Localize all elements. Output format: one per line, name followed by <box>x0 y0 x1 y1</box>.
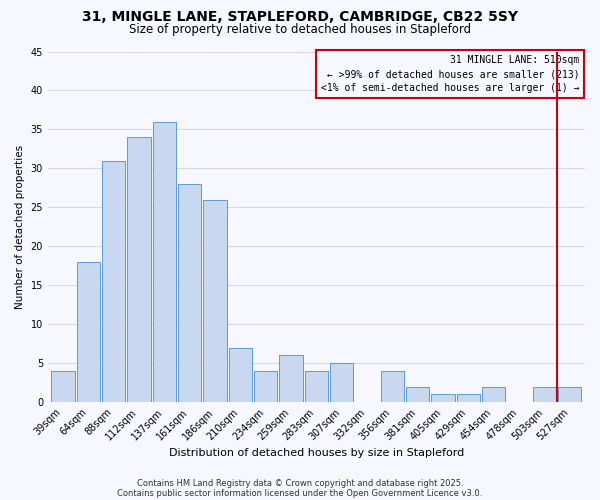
Bar <box>254 371 277 402</box>
Bar <box>305 371 328 402</box>
Text: 31 MINGLE LANE: 510sqm
← >99% of detached houses are smaller (213)
<1% of semi-d: 31 MINGLE LANE: 510sqm ← >99% of detache… <box>321 55 580 93</box>
Bar <box>127 137 151 402</box>
Bar <box>77 262 100 402</box>
Bar <box>102 160 125 402</box>
Bar <box>406 386 430 402</box>
Bar <box>203 200 227 402</box>
Bar <box>153 122 176 402</box>
Bar <box>558 386 581 402</box>
Bar <box>482 386 505 402</box>
X-axis label: Distribution of detached houses by size in Stapleford: Distribution of detached houses by size … <box>169 448 464 458</box>
Bar <box>457 394 480 402</box>
Text: Size of property relative to detached houses in Stapleford: Size of property relative to detached ho… <box>129 22 471 36</box>
Bar <box>381 371 404 402</box>
Text: 31, MINGLE LANE, STAPLEFORD, CAMBRIDGE, CB22 5SY: 31, MINGLE LANE, STAPLEFORD, CAMBRIDGE, … <box>82 10 518 24</box>
Text: Contains HM Land Registry data © Crown copyright and database right 2025.: Contains HM Land Registry data © Crown c… <box>137 478 463 488</box>
Bar <box>533 386 556 402</box>
Bar <box>280 356 303 402</box>
Bar <box>229 348 252 402</box>
Bar <box>431 394 455 402</box>
Bar <box>52 371 75 402</box>
Text: Contains public sector information licensed under the Open Government Licence v3: Contains public sector information licen… <box>118 488 482 498</box>
Y-axis label: Number of detached properties: Number of detached properties <box>15 144 25 309</box>
Bar <box>178 184 202 402</box>
Bar <box>330 363 353 402</box>
